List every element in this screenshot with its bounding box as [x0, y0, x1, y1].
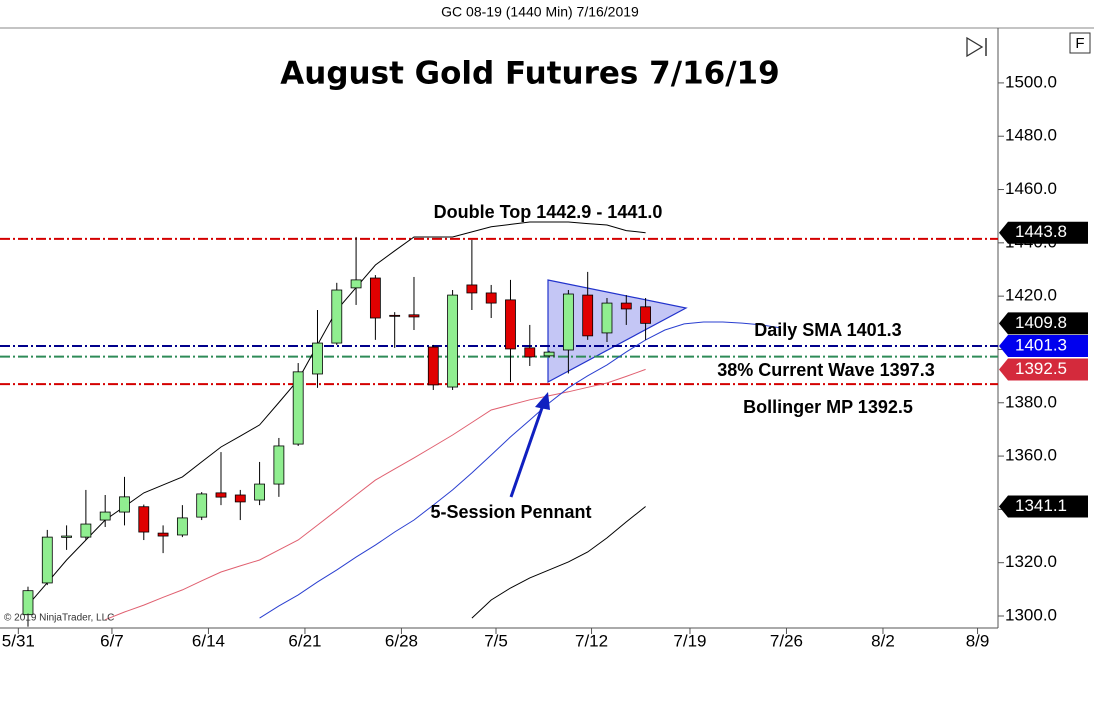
x-tick-label: 8/2: [871, 631, 895, 650]
candle-body: [176, 517, 188, 536]
candle-body: [138, 506, 150, 533]
candle-body: [292, 371, 304, 445]
candle-body: [157, 532, 169, 537]
candle-body: [369, 277, 381, 319]
price-marker-label: 1401.3: [1015, 335, 1067, 354]
candle-body: [466, 284, 478, 294]
x-tick-label: 7/26: [770, 631, 803, 650]
copyright: © 2019 NinjaTrader, LLC: [4, 613, 114, 624]
candle-body: [582, 294, 594, 337]
y-tick-label: 1300.0: [1005, 605, 1057, 624]
panel-button-box[interactable]: [1069, 32, 1091, 54]
x-tick-label: 6/21: [288, 631, 321, 650]
candle-body: [22, 590, 34, 616]
price-marker-label: 1392.5: [1015, 359, 1067, 378]
candle-body: [447, 294, 458, 388]
x-tick-label: 6/28: [385, 631, 418, 650]
candle-body: [485, 292, 497, 304]
indicator-line: [259, 321, 781, 619]
arrow-head: [535, 392, 550, 410]
y-tick-label: 1500.0: [1005, 72, 1057, 91]
candle-body: [61, 535, 72, 538]
candle-body: [427, 346, 439, 386]
candle-body: [524, 347, 536, 358]
price-marker-label: 1409.8: [1015, 313, 1067, 332]
candle-body: [640, 306, 651, 324]
price-marker: [999, 358, 1088, 381]
x-tick-label: 7/12: [575, 631, 608, 650]
candle-body: [562, 293, 574, 351]
header: GC 08-19 (1440 Min) 7/16/2019: [441, 4, 639, 20]
panel-button[interactable]: F: [1075, 35, 1084, 52]
candle-body: [254, 483, 265, 501]
price-marker-label: 1443.8: [1015, 222, 1067, 241]
y-tick-label: 1460.0: [1005, 179, 1057, 198]
annotation: Bollinger MP 1392.5: [743, 397, 913, 417]
indicator-line: [471, 506, 646, 619]
candle-body: [312, 342, 323, 375]
candle-body: [80, 523, 92, 538]
indicator-line: [105, 368, 646, 621]
price-marker: [999, 334, 1088, 357]
candle-body: [350, 279, 362, 289]
candle-body: [389, 314, 401, 317]
x-tick-label: 6/14: [192, 631, 225, 650]
candle-body: [234, 494, 246, 503]
y-tick-label: 1320.0: [1005, 552, 1057, 571]
price-marker: [999, 312, 1088, 335]
scroll-end-button[interactable]: [966, 36, 987, 58]
candle-body: [99, 511, 111, 521]
candle-body: [273, 445, 285, 485]
annotation: 5-Session Pennant: [430, 502, 591, 522]
candle-body: [620, 302, 632, 310]
x-tick-label: 5/31: [2, 631, 35, 650]
y-tick-label: 1420.0: [1005, 286, 1057, 305]
price-marker: [999, 495, 1088, 518]
candle-body: [41, 536, 53, 584]
annotation: Double Top 1442.9 - 1441.0: [434, 202, 663, 222]
candle-body: [215, 492, 227, 498]
x-tick-label: 7/5: [484, 631, 508, 650]
candle-body: [601, 302, 613, 334]
candle-body: [505, 299, 516, 350]
y-tick-label: 1480.0: [1005, 126, 1057, 145]
y-tick-label: 1380.0: [1005, 392, 1057, 411]
price-marker-label: 1341.1: [1015, 496, 1067, 515]
candle-body: [543, 351, 555, 357]
arrow-shaft: [509, 404, 545, 498]
candle-body: [408, 314, 420, 318]
y-tick-label: 1360.0: [1005, 446, 1057, 465]
x-tick-label: 8/9: [966, 631, 990, 650]
annotation: Daily SMA 1401.3: [754, 320, 901, 340]
candle-body: [331, 289, 343, 344]
candle-body: [119, 496, 130, 513]
x-tick-label: 6/7: [100, 631, 124, 650]
annotation: 38% Current Wave 1397.3: [717, 360, 934, 380]
chart-title: August Gold Futures 7/16/19: [280, 56, 779, 92]
candle-body: [196, 493, 208, 518]
price-marker: [999, 221, 1088, 244]
x-tick-label: 7/19: [673, 631, 706, 650]
